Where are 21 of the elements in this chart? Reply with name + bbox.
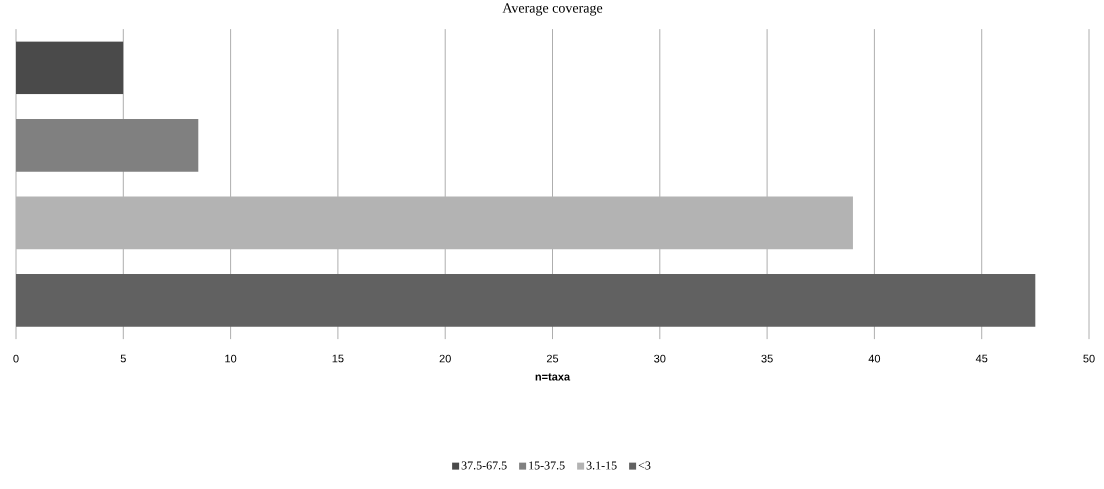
x-tick-label: 10 [225, 354, 237, 363]
x-tick-label: 40 [868, 354, 881, 363]
legend-label: 3.1-15 [586, 461, 617, 470]
x-tick-label: 35 [761, 354, 773, 363]
bar [16, 118, 199, 172]
bar [16, 196, 853, 250]
x-tick-label: 15 [332, 354, 344, 363]
x-axis-title: n=taxa [535, 373, 571, 381]
x-tick-label: 50 [1083, 354, 1095, 363]
x-tick-label: 5 [120, 354, 126, 363]
x-tick-label: 0 [13, 354, 19, 363]
x-tick-label: 25 [546, 354, 559, 363]
x-tick-label: 20 [439, 354, 451, 363]
legend-label: 37.5-67.5 [461, 461, 507, 470]
chart-title: Average coverage [502, 3, 603, 16]
x-tick-label: 45 [975, 354, 988, 363]
x-tick-label: 30 [654, 354, 666, 363]
bar [16, 273, 1036, 327]
legend-label: 15-37.5 [529, 461, 565, 470]
legend-label: <3 [638, 461, 651, 470]
bar [16, 41, 124, 95]
